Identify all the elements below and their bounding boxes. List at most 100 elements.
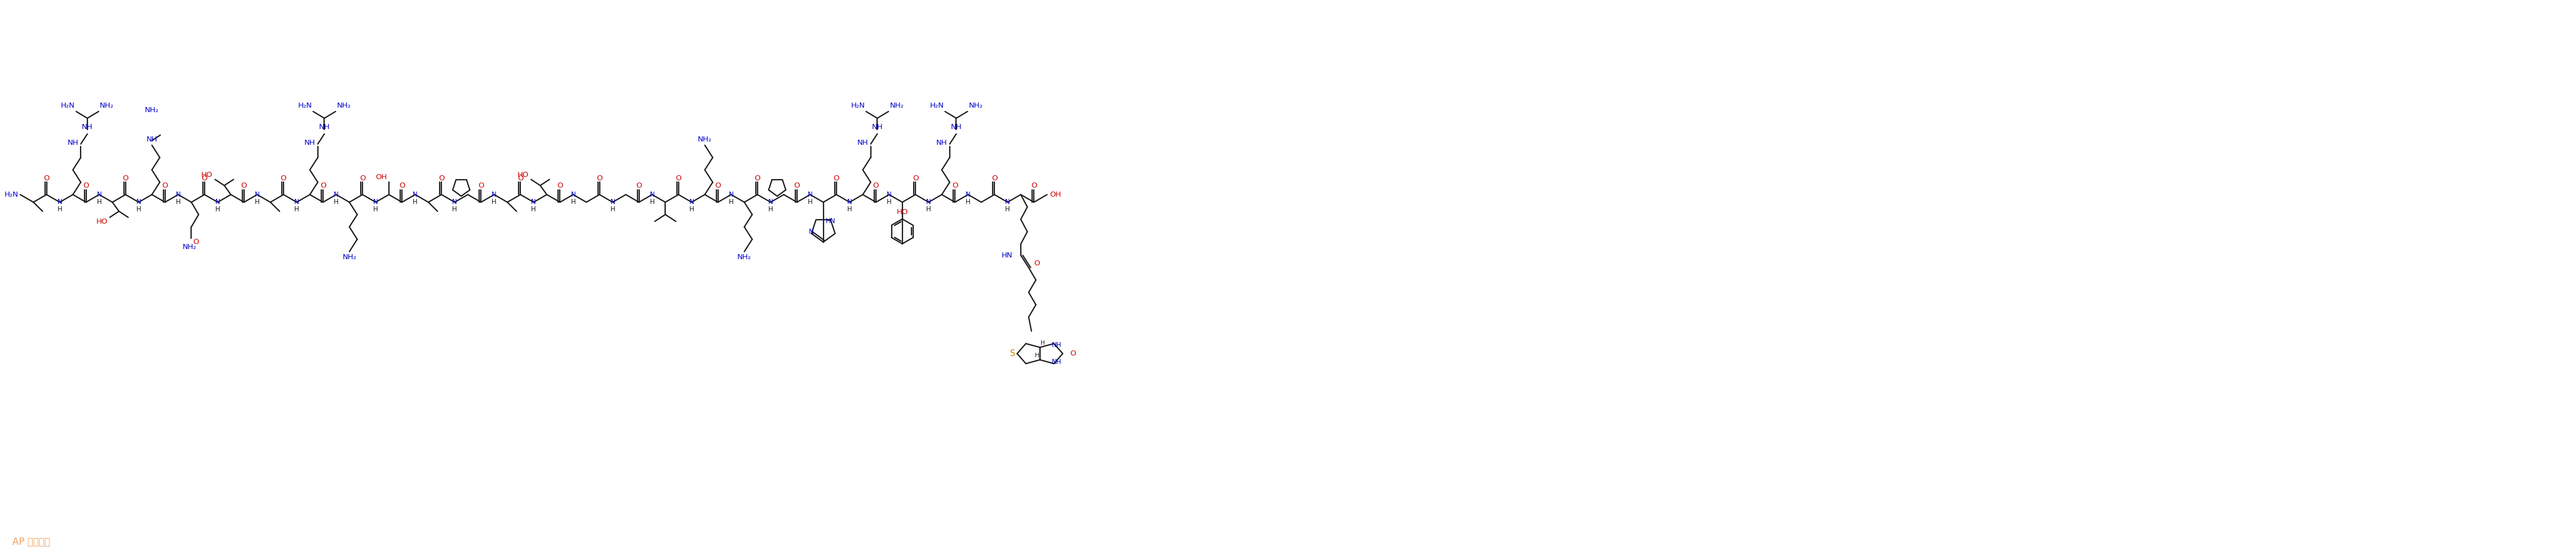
Text: H₂N: H₂N [850, 102, 866, 110]
Text: N: N [809, 191, 811, 198]
Text: H: H [649, 198, 654, 206]
Text: OH: OH [1051, 191, 1061, 198]
Text: NH₂: NH₂ [337, 102, 350, 110]
Text: O: O [1033, 259, 1041, 267]
Text: N: N [809, 228, 814, 236]
Text: NH: NH [67, 139, 77, 147]
Text: N: N [768, 199, 773, 206]
Text: H: H [294, 206, 299, 213]
Text: HO: HO [896, 209, 907, 216]
Text: NH₂: NH₂ [737, 254, 752, 261]
Text: H: H [453, 206, 456, 213]
Text: O: O [953, 182, 958, 189]
Text: H: H [531, 206, 536, 213]
Text: O: O [992, 175, 997, 182]
Text: O: O [518, 175, 523, 182]
Text: NH₂: NH₂ [144, 106, 160, 114]
Text: H: H [1036, 352, 1038, 358]
Text: N: N [690, 199, 693, 206]
Text: H: H [966, 198, 971, 206]
Text: N: N [492, 191, 497, 198]
Text: H₂N: H₂N [299, 102, 312, 110]
Text: OH: OH [376, 174, 386, 181]
Text: O: O [44, 175, 49, 182]
Text: N: N [255, 191, 260, 198]
Text: N: N [649, 191, 654, 198]
Text: NH: NH [935, 139, 948, 147]
Text: H₂N: H₂N [930, 102, 943, 110]
Text: H: H [412, 198, 417, 206]
Text: O: O [675, 175, 683, 182]
Text: O: O [281, 175, 286, 182]
Text: NH: NH [1051, 342, 1061, 349]
Text: N: N [572, 191, 574, 198]
Text: N: N [611, 199, 616, 206]
Text: O: O [193, 239, 198, 246]
Text: N: N [531, 199, 536, 206]
Text: S: S [1010, 349, 1015, 358]
Text: N: N [927, 199, 930, 206]
Text: O: O [556, 182, 564, 189]
Text: H₂N: H₂N [62, 102, 75, 110]
Text: H: H [335, 198, 337, 206]
Text: NH: NH [304, 139, 314, 147]
Text: H: H [572, 198, 574, 206]
Text: H: H [57, 206, 62, 213]
Text: H: H [1005, 206, 1010, 213]
Text: N: N [453, 199, 456, 206]
Text: N: N [98, 191, 100, 198]
Text: N: N [335, 191, 337, 198]
Text: NH₂: NH₂ [698, 136, 711, 143]
Text: O: O [1069, 350, 1077, 357]
Text: H₂N: H₂N [5, 191, 18, 198]
Text: N: N [848, 199, 853, 206]
Text: HO: HO [95, 218, 108, 226]
Text: N: N [175, 191, 180, 198]
Text: AP 专肽生物: AP 专肽生物 [13, 536, 49, 547]
Text: O: O [399, 182, 404, 189]
Text: HN: HN [827, 218, 835, 225]
Text: H: H [809, 198, 811, 206]
Text: N: N [137, 199, 142, 206]
Text: N: N [729, 191, 734, 198]
Text: HO: HO [201, 171, 214, 179]
Text: O: O [82, 182, 90, 189]
Text: H: H [729, 198, 734, 206]
Text: H: H [768, 206, 773, 213]
Text: O: O [793, 182, 801, 189]
Text: NH₂: NH₂ [100, 102, 113, 110]
Text: N: N [412, 191, 417, 198]
Text: N: N [374, 199, 379, 206]
Text: O: O [162, 182, 167, 189]
Text: NH₂: NH₂ [969, 102, 981, 110]
Text: H: H [611, 206, 616, 213]
Text: O: O [319, 182, 327, 189]
Text: NH: NH [858, 139, 868, 147]
Text: NH: NH [82, 124, 93, 131]
Text: O: O [835, 175, 840, 182]
Text: H: H [690, 206, 693, 213]
Text: N: N [216, 199, 219, 206]
Text: N: N [886, 191, 891, 198]
Text: O: O [242, 182, 247, 189]
Text: H: H [848, 206, 853, 213]
Text: H: H [927, 206, 930, 213]
Text: O: O [201, 175, 209, 182]
Text: H: H [216, 206, 219, 213]
Text: N: N [57, 199, 62, 206]
Text: H: H [255, 198, 260, 206]
Text: O: O [873, 182, 878, 189]
Text: N: N [1005, 199, 1010, 206]
Text: O: O [361, 175, 366, 182]
Text: O: O [438, 175, 446, 182]
Text: HO: HO [518, 171, 528, 179]
Text: H: H [1041, 340, 1046, 346]
Text: NH: NH [951, 124, 961, 131]
Text: O: O [124, 175, 129, 182]
Text: N: N [294, 199, 299, 206]
Text: O: O [598, 175, 603, 182]
Text: NH₂: NH₂ [343, 254, 355, 261]
Text: O: O [716, 182, 721, 189]
Text: H: H [886, 198, 891, 206]
Text: O: O [1030, 182, 1038, 189]
